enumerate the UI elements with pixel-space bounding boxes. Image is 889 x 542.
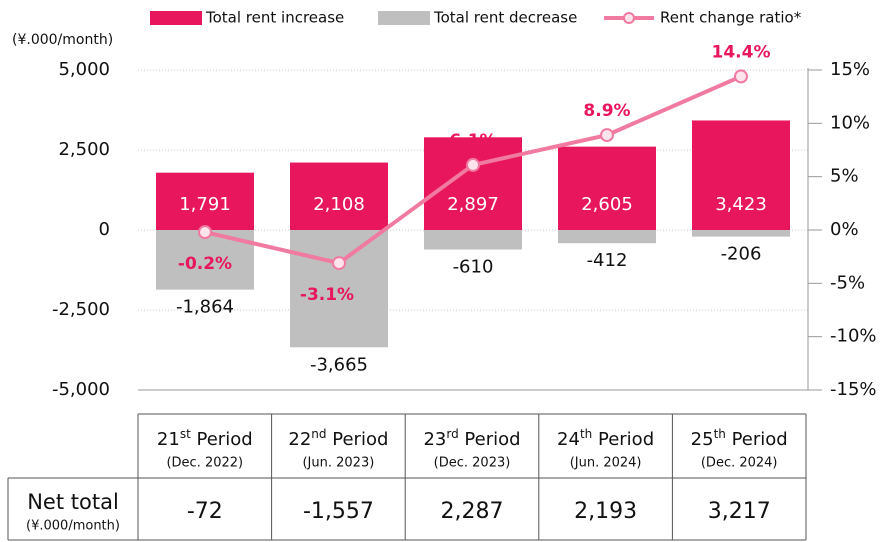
bar-value-label: -412 xyxy=(587,250,628,271)
category-label: 25th Period xyxy=(691,427,788,451)
line-value-label: -3.1% xyxy=(300,285,354,305)
category-date: (Dec. 2022) xyxy=(166,456,243,471)
bar xyxy=(290,162,388,230)
bar xyxy=(692,230,790,237)
category-label: 23rd Period xyxy=(423,427,520,451)
y2-tick-label: -15% xyxy=(830,379,877,400)
y-tick-label: 0 xyxy=(99,219,110,240)
line-value-label: 8.9% xyxy=(583,101,630,121)
net-total-value: 3,217 xyxy=(708,499,771,524)
legend-swatch xyxy=(150,11,202,25)
line-point xyxy=(600,128,614,143)
category-label: 21st Period xyxy=(157,427,253,451)
bar-value-label: -1,864 xyxy=(176,297,234,318)
bar-value-label: 2,605 xyxy=(581,194,633,215)
y-tick-label: -5,000 xyxy=(52,379,110,400)
legend-marker xyxy=(623,12,635,24)
y-axis-label: (¥.000/month) xyxy=(12,32,113,48)
bar-value-label: -3,665 xyxy=(310,354,368,375)
net-total-value: -72 xyxy=(187,499,223,524)
bar-value-label: -610 xyxy=(453,257,494,278)
bar xyxy=(156,172,254,230)
category-date: (Dec. 2023) xyxy=(434,456,511,471)
line-point xyxy=(466,157,480,172)
y-tick-label: 2,500 xyxy=(58,139,110,160)
y-tick-label: 5,000 xyxy=(58,59,110,80)
y2-tick-label: 10% xyxy=(830,112,870,133)
y-tick-label: -2,500 xyxy=(52,299,110,320)
bar-value-label: 1,791 xyxy=(179,194,231,215)
y2-tick-label: -5% xyxy=(830,272,865,293)
line-point xyxy=(198,225,212,240)
bar-value-label: 2,897 xyxy=(447,194,499,215)
net-total-value: 2,287 xyxy=(441,499,504,524)
category-label: 24th Period xyxy=(557,427,654,451)
legend-label: Total rent decrease xyxy=(433,9,577,27)
category-label: 22nd Period xyxy=(288,427,388,451)
bar xyxy=(692,120,790,230)
line-point xyxy=(332,256,346,271)
bar xyxy=(558,146,656,230)
y2-tick-label: -10% xyxy=(830,326,877,347)
category-date: (Dec. 2024) xyxy=(701,456,778,471)
net-total-value: 2,193 xyxy=(574,499,637,524)
bar xyxy=(424,230,522,250)
net-total-value: -1,557 xyxy=(303,499,374,524)
legend-label: Total rent increase xyxy=(205,9,344,27)
legend-swatch xyxy=(378,11,430,25)
category-date: (Jun. 2023) xyxy=(302,456,374,471)
legend-label: Rent change ratio* xyxy=(660,9,802,27)
line-value-label: 14.4% xyxy=(712,42,771,62)
bar-value-label: -206 xyxy=(721,244,762,265)
line-point xyxy=(734,69,748,84)
y2-tick-label: 0% xyxy=(830,219,859,240)
bar-value-label: 3,423 xyxy=(715,194,767,215)
y2-tick-label: 15% xyxy=(830,59,870,80)
line-value-label: -0.2% xyxy=(178,254,232,274)
line-value-label: 6.1% xyxy=(449,131,496,151)
bar-value-label: 2,108 xyxy=(313,194,365,215)
bar xyxy=(558,230,656,244)
bar xyxy=(424,137,522,230)
bar xyxy=(290,230,388,348)
net-total-label: Net total xyxy=(27,490,119,514)
net-total-unit: (¥.000/month) xyxy=(26,519,120,534)
y2-tick-label: 5% xyxy=(830,166,859,187)
category-date: (Jun. 2024) xyxy=(570,456,642,471)
